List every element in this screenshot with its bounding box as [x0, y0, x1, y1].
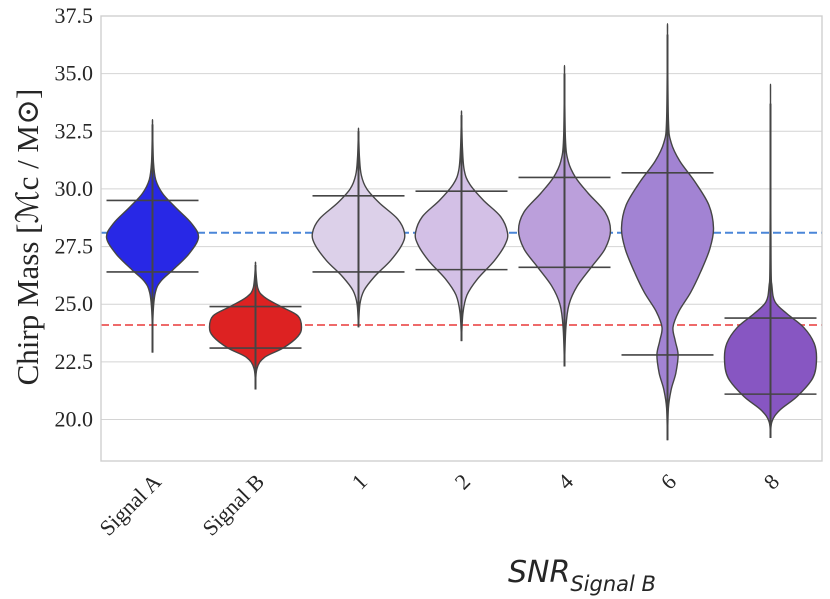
violin — [311, 127, 406, 328]
y-axis-label: Chirp Mass [ℳc / M⊙] — [10, 89, 45, 386]
x-axis-label-subscript: Signal B — [570, 572, 656, 596]
violin — [517, 64, 612, 367]
violin — [620, 23, 715, 441]
x-tick-label: 8 — [759, 469, 784, 494]
y-tick-label: 27.5 — [55, 234, 94, 259]
y-tick-label: 37.5 — [55, 3, 94, 28]
x-tick-labels: Signal A Signal B 1 2 4 6 8 — [94, 469, 784, 541]
x-tick-label: 1 — [347, 469, 372, 494]
violins — [105, 23, 818, 441]
x-tick-label: 2 — [450, 469, 475, 494]
y-tick-label: 25.0 — [55, 291, 94, 316]
violin — [105, 119, 200, 353]
y-tick-labels: 20.0 22.5 25.0 27.5 30.0 32.5 35.0 37.5 — [55, 3, 94, 431]
violin — [723, 83, 818, 438]
violin — [414, 110, 509, 342]
x-axis-label: SNRSignal B — [508, 555, 656, 596]
x-tick-label: Signal A — [94, 469, 166, 541]
y-tick-label: 22.5 — [55, 349, 94, 374]
x-axis-label-main: SNR — [508, 555, 570, 590]
x-tick-label: 4 — [553, 469, 578, 494]
y-tick-label: 20.0 — [55, 406, 94, 431]
x-tick-label: Signal B — [197, 469, 269, 541]
x-tick-label: 6 — [656, 469, 681, 494]
y-tick-label: 32.5 — [55, 118, 94, 143]
y-tick-label: 30.0 — [55, 176, 94, 201]
violin — [208, 261, 303, 390]
y-tick-label: 35.0 — [55, 61, 94, 86]
plot-frame — [100, 15, 823, 462]
